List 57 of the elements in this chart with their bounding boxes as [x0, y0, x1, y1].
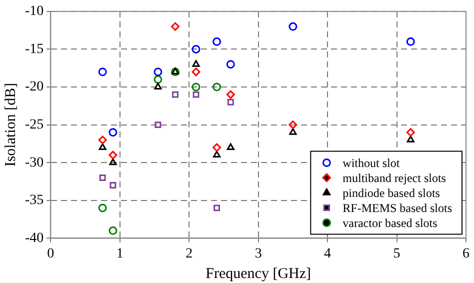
point: [98, 68, 107, 76]
point: [108, 226, 118, 235]
point: [109, 158, 117, 166]
point: [98, 204, 107, 212]
point: [108, 128, 118, 137]
point: [227, 98, 234, 106]
x-tick-label: 5: [393, 246, 400, 262]
legend-label: RF-MEMS based slots: [342, 200, 452, 215]
y-tick-label: -35: [24, 193, 44, 208]
x-tick-label: 6: [462, 246, 470, 262]
point: [192, 44, 200, 54]
point: [154, 82, 162, 90]
point: [212, 37, 222, 46]
x-tick-label: 0: [47, 246, 54, 262]
point: [98, 143, 106, 150]
point: [288, 22, 298, 31]
point: [192, 91, 200, 98]
y-tick-label: -25: [24, 117, 44, 132]
y-tick-label: -40: [24, 230, 44, 246]
point: [172, 91, 178, 98]
point: [192, 82, 200, 92]
y-axis-title: Isolation [dB]: [2, 82, 19, 167]
point: [288, 120, 298, 130]
point: [289, 128, 297, 135]
point: [154, 122, 162, 128]
point: [212, 143, 222, 152]
point: [212, 82, 222, 92]
x-tick-label: 1: [116, 246, 124, 262]
point: [99, 174, 106, 181]
point: [226, 60, 235, 69]
point: [110, 182, 116, 189]
legend-label: multiband reject slots: [342, 170, 446, 185]
point: [154, 75, 162, 84]
point: [154, 68, 162, 76]
y-tick-label: -20: [24, 80, 44, 95]
point: [108, 150, 118, 160]
point: [226, 143, 234, 150]
legend-label: varactor based slots: [342, 216, 438, 230]
y-tick-label: -30: [24, 155, 44, 170]
legend-label: without slot: [342, 156, 400, 170]
point: [171, 22, 180, 31]
point: [98, 136, 107, 144]
point: [226, 90, 235, 99]
x-tick-label: 2: [186, 246, 193, 262]
point: [192, 68, 200, 76]
point: [192, 60, 200, 67]
point: [406, 136, 414, 142]
x-tick-label: 3: [254, 246, 262, 262]
x-tick-label: 4: [324, 246, 332, 262]
point: [406, 37, 415, 46]
y-tick-label: -10: [24, 4, 44, 20]
legend-label: pindiode based slots: [342, 186, 440, 200]
point: [214, 204, 220, 212]
y-tick-label: -15: [24, 42, 44, 57]
x-axis-title: Frequency [GHz]: [206, 266, 312, 282]
point: [406, 128, 415, 137]
point: [213, 150, 221, 158]
